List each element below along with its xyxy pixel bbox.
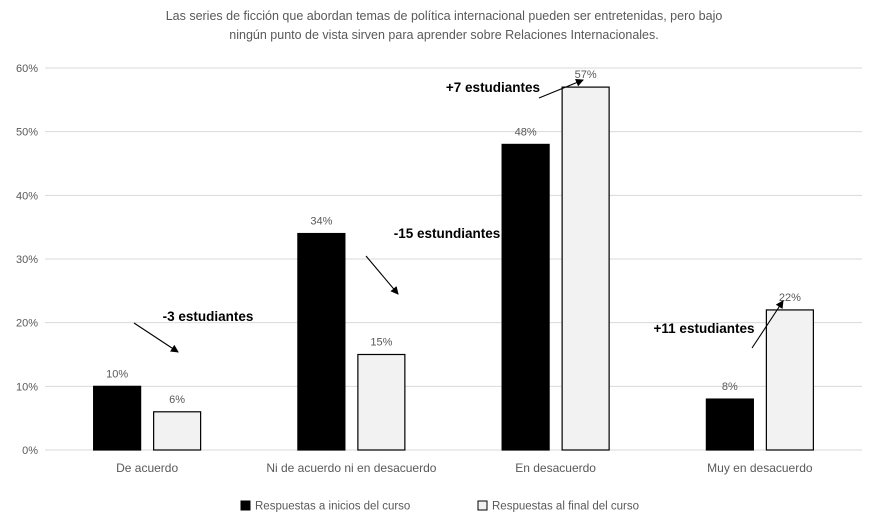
bar-inicio	[297, 232, 346, 451]
y-axis-ticks: 0% 10% 20% 30% 40% 50% 60%	[16, 63, 38, 457]
data-label: 34%	[310, 216, 332, 228]
y-tick-label: 40%	[16, 190, 38, 202]
arrow-up-icon	[751, 300, 784, 349]
arrow-down-icon	[133, 322, 179, 353]
legend-label: Respuestas al final del curso	[492, 501, 639, 513]
bar-inicio	[501, 143, 550, 451]
data-label: 15%	[370, 337, 392, 349]
x-category-label: Muy en desacuerdo	[707, 461, 813, 475]
arrow-down-icon	[365, 255, 399, 295]
change-annotation: +11 estudiantes	[654, 321, 755, 336]
chart-title: Las series de ficción que abordan temas …	[166, 9, 723, 42]
x-category-label: De acuerdo	[116, 461, 178, 475]
change-annotation: +7 estudiantes	[446, 80, 540, 95]
y-tick-label: 0%	[22, 445, 38, 457]
change-annotation: -3 estudiantes	[163, 309, 254, 324]
y-tick-label: 20%	[16, 318, 38, 330]
legend-swatch	[477, 500, 488, 511]
bars	[93, 86, 814, 451]
y-tick-label: 30%	[16, 254, 38, 266]
change-annotation: -15 estundiantes	[394, 226, 501, 241]
data-label: 10%	[106, 368, 128, 380]
bar-inicio	[93, 385, 142, 451]
legend: Respuestas a inicios del curso Respuestas…	[240, 500, 639, 513]
change-annotations: -3 estudiantes -15 estundiantes +7 estudia…	[133, 78, 784, 353]
data-labels: 10% 34% 48% 8% 6% 15% 57% 22%	[106, 69, 801, 406]
data-label: 22%	[779, 292, 801, 304]
x-category-label: En desacuerdo	[515, 461, 596, 475]
x-axis-categories: De acuerdo Ni de acuerdo ni en desacuerdo…	[116, 461, 813, 475]
data-label: 48%	[515, 126, 537, 138]
y-tick-label: 50%	[16, 127, 38, 139]
data-label: 8%	[722, 381, 738, 393]
data-label: 6%	[169, 394, 185, 406]
chart-title-line: ningún punto de vista sirven para aprend…	[229, 28, 658, 42]
legend-label: Respuestas a inicios del curso	[255, 501, 410, 513]
bar-final	[561, 86, 610, 451]
bar-inicio	[705, 398, 754, 451]
x-category-label: Ni de acuerdo ni en desacuerdo	[266, 461, 436, 475]
bar-final	[357, 353, 406, 451]
data-label: 57%	[575, 69, 597, 81]
chart-title-line: Las series de ficción que abordan temas …	[166, 9, 723, 23]
legend-swatch	[240, 500, 251, 511]
bar-final	[765, 309, 814, 451]
gridlines	[45, 67, 862, 451]
y-tick-label: 60%	[16, 63, 38, 75]
arrow-up-icon	[538, 78, 584, 99]
bar-final	[153, 411, 202, 451]
y-tick-label: 10%	[16, 381, 38, 393]
